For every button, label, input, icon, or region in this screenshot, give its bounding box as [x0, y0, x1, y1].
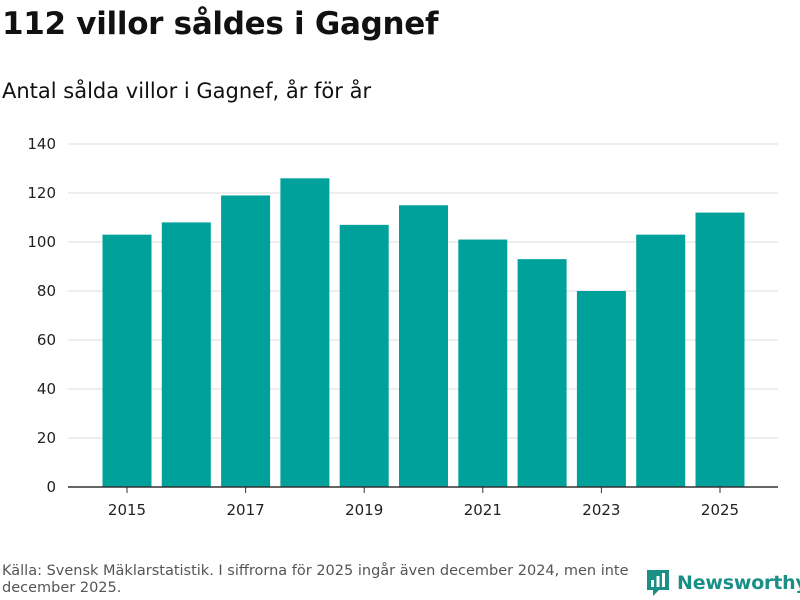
bar-chart: 0 20 40 60 80 100 120 140 2015 2017 2019 2021 2023 20…: [27, 135, 778, 519]
x-tick-label-2017: 2017: [227, 501, 265, 519]
x-tick-label-2015: 2015: [108, 501, 146, 519]
logo-text: Newsworthy: [677, 572, 800, 594]
bar-2025: [695, 212, 745, 487]
y-tick-label-40: 40: [37, 380, 56, 398]
bar-2016: [161, 222, 211, 487]
newsworthy-logo: Newsworthy: [645, 568, 800, 598]
y-tick-label-80: 80: [37, 282, 56, 300]
x-tick-label-2025: 2025: [701, 501, 739, 519]
bar-2015: [102, 234, 152, 487]
axes: 0 20 40 60 80 100 120 140 2015 2017 2019 2021 2023 20…: [27, 135, 778, 519]
bar-2022: [517, 259, 567, 487]
bar-2019: [339, 224, 389, 487]
chart-title: 112 villor såldes i Gagnef: [2, 6, 439, 42]
x-tick-label-2021: 2021: [464, 501, 502, 519]
bar-2024: [636, 234, 686, 487]
x-tick-label-2023: 2023: [582, 501, 620, 519]
bar-2020: [399, 205, 448, 487]
y-tick-label-0: 0: [46, 478, 56, 496]
bar-2021: [458, 239, 508, 487]
y-tick-label-20: 20: [37, 429, 56, 447]
bar-2023: [576, 291, 626, 487]
bars: [102, 178, 745, 488]
newsworthy-logo-icon: [647, 570, 669, 596]
bar-2018: [280, 178, 330, 488]
chart-subtitle: Antal sålda villor i Gagnef, år för år: [2, 79, 372, 103]
bar-2017: [221, 195, 271, 487]
source-note: Källa: Svensk Mäklarstatistik. I siffror…: [2, 563, 629, 596]
y-tick-label-140: 140: [27, 135, 56, 153]
y-tick-label-60: 60: [37, 331, 56, 349]
y-tick-label-120: 120: [27, 184, 56, 202]
x-tick-label-2019: 2019: [345, 501, 383, 519]
y-tick-label-100: 100: [27, 233, 56, 251]
